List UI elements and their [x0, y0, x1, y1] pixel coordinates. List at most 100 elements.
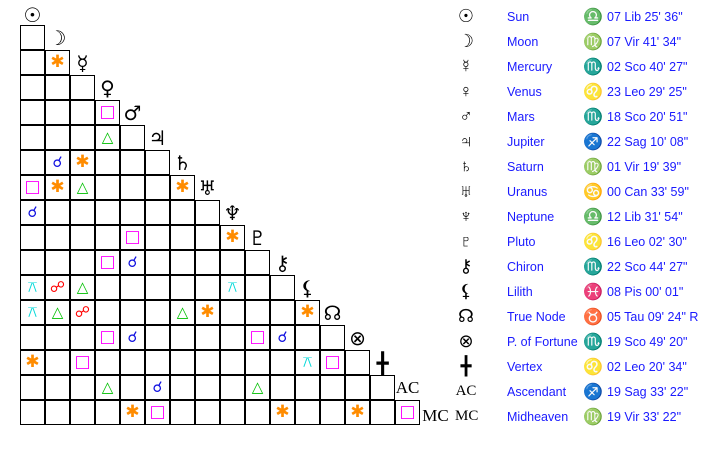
aspect-cell[interactable]	[45, 350, 70, 375]
aspect-cell[interactable]	[245, 350, 270, 375]
aspect-cell[interactable]	[120, 200, 145, 225]
aspect-cell[interactable]	[320, 400, 345, 425]
body-name[interactable]: Moon	[507, 35, 539, 49]
aspect-cell[interactable]	[220, 300, 245, 325]
aspect-cell[interactable]	[220, 400, 245, 425]
aspect-cell[interactable]: ☌	[145, 375, 170, 400]
aspect-cell[interactable]	[95, 150, 120, 175]
aspect-cell[interactable]: ☍	[70, 300, 95, 325]
aspect-cell[interactable]	[20, 25, 45, 50]
aspect-cell[interactable]	[195, 275, 220, 300]
aspect-cell[interactable]: ☌	[270, 325, 295, 350]
aspect-cell[interactable]: □	[320, 350, 345, 375]
aspect-cell[interactable]: △	[45, 300, 70, 325]
aspect-cell[interactable]: ☌	[45, 150, 70, 175]
aspect-cell[interactable]	[145, 225, 170, 250]
body-name[interactable]: Chiron	[507, 260, 544, 274]
aspect-cell[interactable]: □	[395, 400, 420, 425]
aspect-cell[interactable]	[95, 175, 120, 200]
aspect-cell[interactable]	[345, 375, 370, 400]
aspect-cell[interactable]	[145, 250, 170, 275]
aspect-cell[interactable]	[120, 375, 145, 400]
aspect-cell[interactable]: ☌	[120, 250, 145, 275]
aspect-cell[interactable]	[45, 250, 70, 275]
body-name[interactable]: Venus	[507, 85, 542, 99]
body-name[interactable]: Saturn	[507, 160, 544, 174]
aspect-cell[interactable]	[70, 200, 95, 225]
aspect-cell[interactable]: △	[245, 375, 270, 400]
aspect-cell[interactable]	[20, 150, 45, 175]
aspect-cell[interactable]	[70, 75, 95, 100]
aspect-cell[interactable]: △	[70, 275, 95, 300]
aspect-cell[interactable]	[245, 275, 270, 300]
aspect-cell[interactable]	[95, 350, 120, 375]
aspect-cell[interactable]: ⚻	[20, 300, 45, 325]
aspect-cell[interactable]: □	[145, 400, 170, 425]
aspect-cell[interactable]	[70, 325, 95, 350]
aspect-cell[interactable]: ✱	[345, 400, 370, 425]
body-name[interactable]: Neptune	[507, 210, 555, 224]
aspect-cell[interactable]: □	[95, 250, 120, 275]
aspect-cell[interactable]	[270, 300, 295, 325]
aspect-cell[interactable]	[70, 100, 95, 125]
aspect-cell[interactable]	[145, 175, 170, 200]
aspect-cell[interactable]	[95, 225, 120, 250]
aspect-cell[interactable]	[195, 225, 220, 250]
aspect-cell[interactable]: ✱	[295, 300, 320, 325]
aspect-cell[interactable]	[95, 275, 120, 300]
aspect-cell[interactable]	[70, 250, 95, 275]
aspect-cell[interactable]: ⚻	[295, 350, 320, 375]
aspect-cell[interactable]: ✱	[70, 150, 95, 175]
body-name[interactable]: True Node	[507, 310, 566, 324]
aspect-cell[interactable]	[245, 400, 270, 425]
aspect-cell[interactable]: △	[95, 125, 120, 150]
aspect-cell[interactable]	[20, 325, 45, 350]
aspect-cell[interactable]	[220, 350, 245, 375]
aspect-cell[interactable]	[195, 250, 220, 275]
aspect-cell[interactable]	[320, 325, 345, 350]
aspect-cell[interactable]	[170, 200, 195, 225]
aspect-cell[interactable]	[295, 400, 320, 425]
aspect-cell[interactable]	[320, 375, 345, 400]
body-name[interactable]: Vertex	[507, 360, 543, 374]
aspect-cell[interactable]	[220, 325, 245, 350]
body-name[interactable]: Pluto	[507, 235, 536, 249]
aspect-cell[interactable]: ✱	[20, 350, 45, 375]
aspect-cell[interactable]	[120, 350, 145, 375]
aspect-cell[interactable]	[270, 375, 295, 400]
body-name[interactable]: P. of Fortune	[507, 335, 578, 349]
aspect-cell[interactable]	[20, 375, 45, 400]
aspect-cell[interactable]	[370, 400, 395, 425]
aspect-cell[interactable]	[170, 275, 195, 300]
aspect-cell[interactable]	[195, 200, 220, 225]
aspect-cell[interactable]: □	[20, 175, 45, 200]
aspect-cell[interactable]	[95, 200, 120, 225]
aspect-cell[interactable]	[70, 225, 95, 250]
body-name[interactable]: Jupiter	[507, 135, 545, 149]
body-name[interactable]: Sun	[507, 10, 530, 24]
aspect-cell[interactable]: ✱	[195, 300, 220, 325]
aspect-cell[interactable]: □	[70, 350, 95, 375]
aspect-cell[interactable]	[45, 225, 70, 250]
aspect-cell[interactable]	[20, 75, 45, 100]
aspect-cell[interactable]: ☍	[45, 275, 70, 300]
aspect-cell[interactable]	[145, 150, 170, 175]
aspect-cell[interactable]	[20, 125, 45, 150]
aspect-cell[interactable]	[45, 75, 70, 100]
aspect-cell[interactable]	[45, 325, 70, 350]
aspect-cell[interactable]: ✱	[45, 50, 70, 75]
body-name[interactable]: Uranus	[507, 185, 548, 199]
aspect-cell[interactable]	[295, 375, 320, 400]
aspect-cell[interactable]	[245, 250, 270, 275]
aspect-cell[interactable]	[20, 225, 45, 250]
aspect-cell[interactable]	[45, 100, 70, 125]
aspect-cell[interactable]	[195, 350, 220, 375]
aspect-cell[interactable]	[270, 350, 295, 375]
aspect-cell[interactable]	[195, 375, 220, 400]
aspect-cell[interactable]	[170, 400, 195, 425]
aspect-cell[interactable]	[145, 325, 170, 350]
body-name[interactable]: Mercury	[507, 60, 553, 74]
aspect-cell[interactable]	[120, 125, 145, 150]
aspect-cell[interactable]	[345, 350, 370, 375]
body-name[interactable]: Mars	[507, 110, 535, 124]
